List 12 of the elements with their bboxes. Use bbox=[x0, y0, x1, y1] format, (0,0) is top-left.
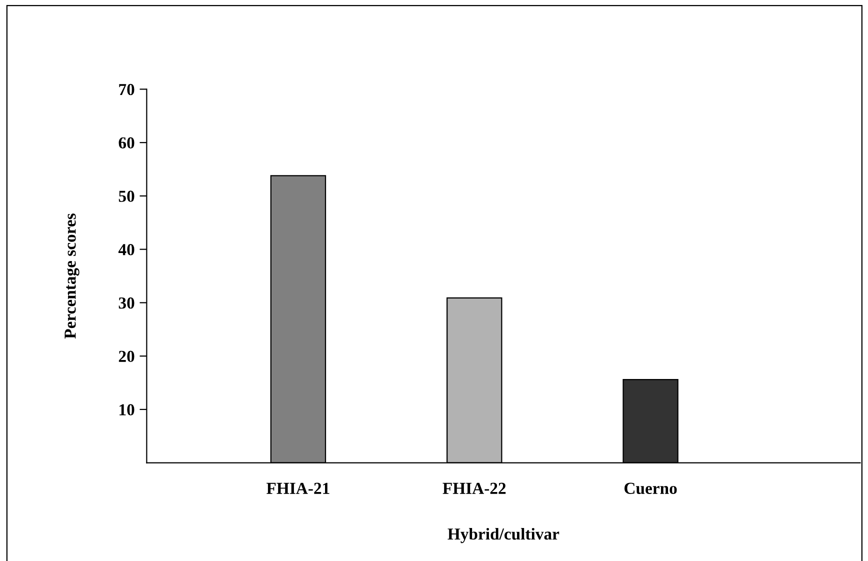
y-axis-title: Percentage scores bbox=[64, 214, 80, 339]
y-tick-label: 30 bbox=[118, 297, 134, 309]
y-tick-label: 40 bbox=[118, 244, 134, 256]
y-tick-label: 50 bbox=[118, 190, 134, 202]
y-tick-label: 70 bbox=[119, 84, 134, 96]
y-tick-label: 60 bbox=[118, 137, 134, 149]
x-axis-title: Hybrid/cultivar bbox=[448, 528, 560, 544]
x-tick-label: FHIA-21 bbox=[266, 482, 330, 494]
y-tick-label: 10 bbox=[120, 404, 134, 416]
x-tick-label: FHIA-22 bbox=[442, 482, 506, 494]
y-tick-label: 20 bbox=[118, 350, 134, 362]
x-tick-label: Cuerno bbox=[624, 482, 677, 494]
